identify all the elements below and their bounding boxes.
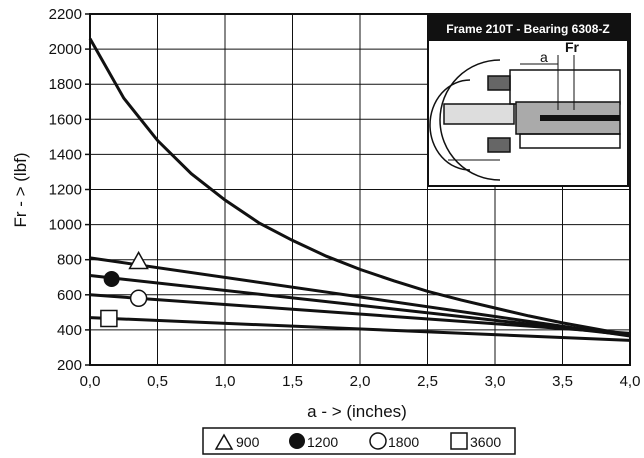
series-line-1800 [89,293,631,335]
y-tick-label: 200 [57,357,82,374]
x-tick-label: 3,0 [485,373,506,390]
bearing-limit-curve [88,37,631,337]
y-tick-label: 800 [57,252,82,269]
x-tick-label: 2,5 [417,373,438,390]
legend: 900 1200 1800 3600 [202,427,516,455]
y-tick-label: 1000 [49,217,82,234]
axis-ticks: 0,0 0,5 1,0 1,5 2,0 2,5 3,0 3,5 4,0 200 400 600 800 1… [49,6,641,390]
y-tick-label: 1200 [49,182,82,199]
inset-label-a: a [540,49,548,65]
series-lines [88,37,631,342]
x-tick-label: 1,0 [215,373,236,390]
inset-title: Frame 210T - Bearing 6308-Z [446,22,609,36]
y-tick-label: 400 [57,322,82,339]
legend-marker-filled-circle [289,433,305,449]
x-tick-label: 0,5 [147,373,168,390]
marker-3600 [100,309,118,328]
inset-frame [427,15,629,187]
legend-label-3600: 3600 [470,434,501,450]
x-tick-label: 4,0 [620,373,641,390]
marker-900 [128,250,149,270]
legend-label-900: 900 [236,434,260,450]
inset-title-bar [428,16,628,41]
y-tick-label: 600 [57,287,82,304]
series-markers [100,250,149,328]
bearing-drawing [429,55,621,181]
x-axis-title: a - > (inches) [307,402,407,421]
marker-1200 [103,271,120,288]
inset-label-fr: Fr [565,39,580,55]
legend-marker-triangle [214,433,234,450]
y-tick-label: 1800 [49,76,82,93]
inset-diagram: Frame 210T - Bearing 6308-Z a Fr [427,15,629,187]
marker-1800 [129,289,148,308]
y-tick-label: 2000 [49,41,82,58]
series-line-1200 [89,274,631,337]
y-tick-label: 1600 [49,111,82,128]
legend-label-1200: 1200 [307,434,338,450]
legend-marker-square [450,432,468,450]
x-tick-label: 2,0 [350,373,371,390]
x-tick-label: 3,5 [552,373,573,390]
grid [89,13,631,366]
series-line-900 [89,256,631,338]
x-tick-label: 0,0 [80,373,101,390]
series-line-3600 [89,316,631,342]
legend-marker-circle [369,432,387,450]
y-axis-title: Fr - > (lbf) [11,152,30,227]
y-tick-label: 2200 [49,6,82,23]
legend-label-1800: 1800 [388,434,419,450]
y-tick-label: 1400 [49,146,82,163]
x-tick-label: 1,5 [282,373,303,390]
